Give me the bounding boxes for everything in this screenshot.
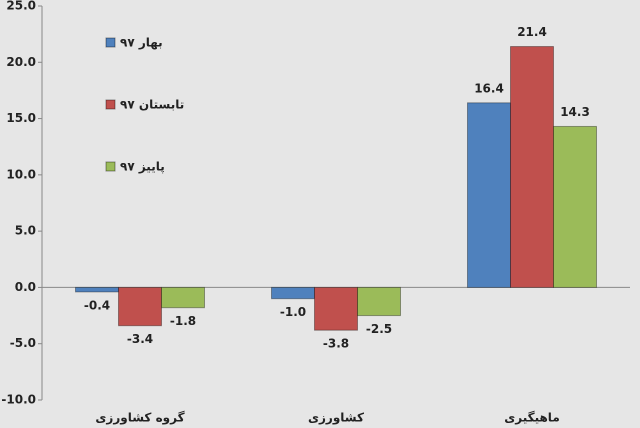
legend-label: تابستان ۹۷: [120, 98, 184, 112]
value-label: -3.8: [323, 337, 349, 351]
y-tick-label: 20.0: [6, 55, 36, 69]
bar: [314, 286, 358, 331]
y-tick-label: 25.0: [6, 0, 36, 13]
value-label: -0.4: [84, 298, 110, 312]
bar: [357, 286, 401, 317]
x-tick-label: گروه کشاورزی: [95, 411, 184, 426]
legend-swatch: [105, 161, 116, 172]
legend-label: پاییز ۹۷: [120, 160, 165, 174]
x-tick-label: ماهیگیری: [504, 411, 560, 425]
y-tick-label: 10.0: [6, 167, 36, 181]
legend-swatch: [105, 37, 116, 48]
value-label: -3.4: [127, 332, 153, 346]
bar: [271, 286, 315, 300]
y-tick-label: -10.0: [1, 393, 36, 407]
bar: [510, 46, 554, 288]
bar: [553, 125, 597, 288]
value-label: -1.0: [280, 305, 306, 319]
y-tick-label: 15.0: [6, 111, 36, 125]
x-tick-label: کشاورزی: [308, 411, 364, 426]
y-tick-label: 5.0: [15, 224, 36, 238]
y-tick-label: 0.0: [15, 280, 36, 294]
legend-label: بهار ۹۷: [120, 36, 163, 50]
value-label: 21.4: [517, 25, 547, 39]
legend-swatch: [105, 99, 116, 110]
value-label: -1.8: [170, 314, 196, 328]
value-label: -2.5: [366, 322, 392, 336]
bar: [467, 102, 511, 288]
value-label: 14.3: [560, 105, 590, 119]
value-label: 16.4: [474, 81, 504, 95]
bar: [75, 286, 119, 293]
bar: [118, 286, 162, 327]
bar: [161, 286, 205, 309]
y-tick-label: -5.0: [10, 336, 36, 350]
